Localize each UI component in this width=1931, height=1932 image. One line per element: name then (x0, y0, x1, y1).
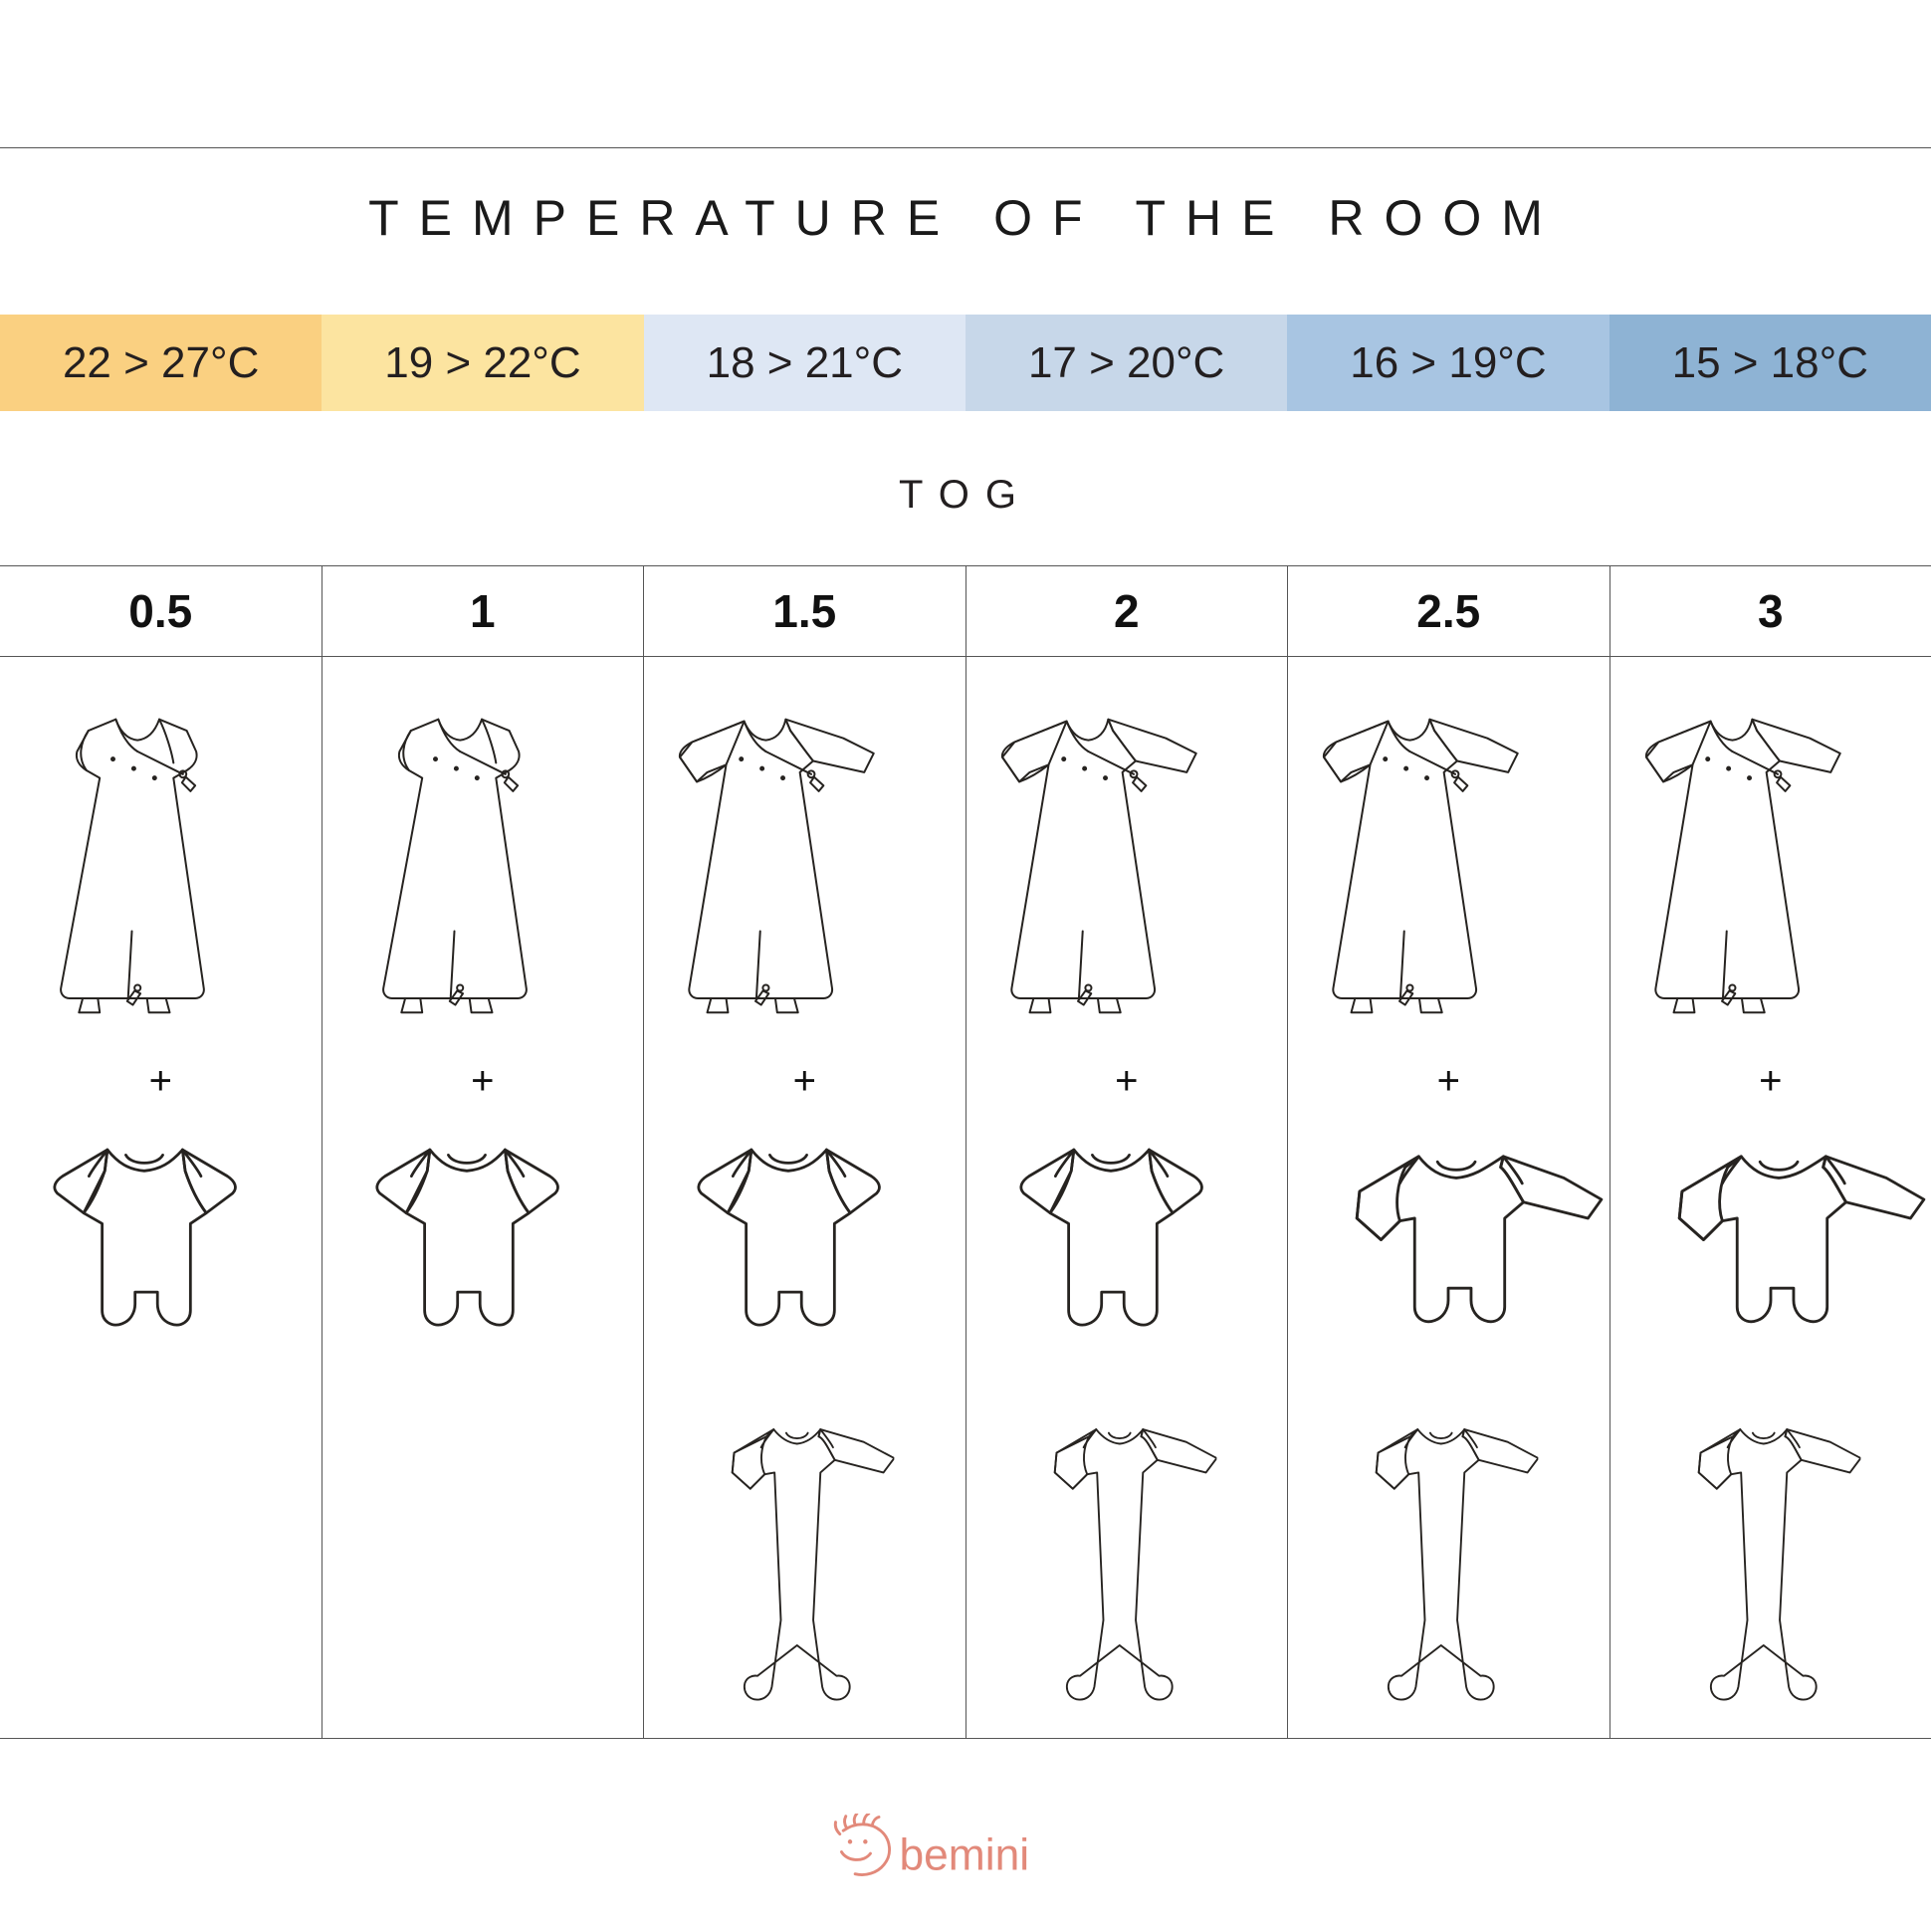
svg-text:bemini: bemini (899, 1830, 1029, 1879)
